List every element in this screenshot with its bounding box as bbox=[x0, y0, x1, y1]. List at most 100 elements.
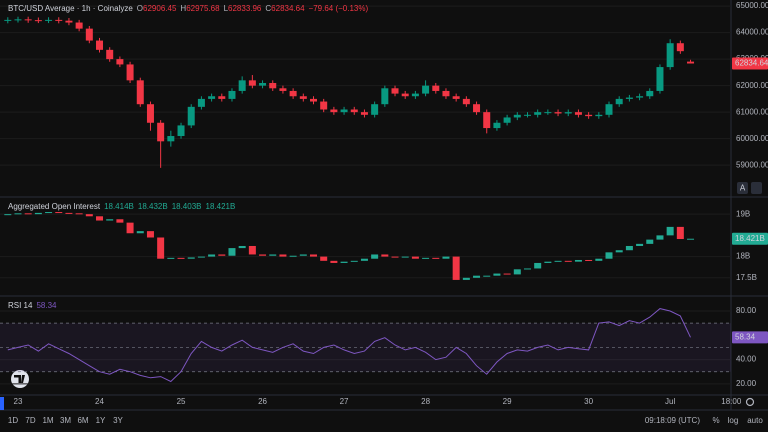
y-tick-label: 59000.00 bbox=[736, 160, 768, 169]
candle-body bbox=[350, 109, 358, 113]
scale-option[interactable]: auto bbox=[747, 416, 763, 425]
candle-body bbox=[574, 112, 582, 115]
candle-body bbox=[462, 98, 470, 105]
y-tick-label: 62000.00 bbox=[736, 81, 768, 90]
candle-body bbox=[65, 20, 73, 23]
rsi-line bbox=[7, 308, 691, 383]
candle-body bbox=[248, 80, 256, 86]
candle-body bbox=[330, 260, 338, 263]
candle-body bbox=[452, 256, 460, 280]
candle-body bbox=[585, 114, 593, 117]
candle-body bbox=[259, 254, 267, 256]
y-tick-label: 80.00 bbox=[736, 306, 757, 315]
pane-header: Aggregated Open Interest 18.414B 18.432B 18… bbox=[8, 202, 235, 211]
candle-body bbox=[136, 231, 144, 234]
scale-option[interactable]: % bbox=[712, 416, 719, 425]
oi-value: 18.414B bbox=[104, 202, 134, 211]
candle-body bbox=[381, 254, 389, 257]
candle-body bbox=[605, 252, 613, 259]
range-button[interactable]: 1D bbox=[8, 416, 18, 425]
x-tick-label: 24 bbox=[95, 397, 104, 406]
candle-body bbox=[564, 112, 572, 114]
x-tick-label: 27 bbox=[340, 397, 349, 406]
candle-body bbox=[55, 212, 63, 214]
candle-body bbox=[116, 219, 124, 223]
candle-body bbox=[4, 19, 12, 21]
candle-body bbox=[187, 106, 195, 126]
candle-body bbox=[605, 104, 613, 115]
ohlc-value: 62834.64 bbox=[271, 4, 305, 13]
ohlc-value: 62975.68 bbox=[186, 4, 220, 13]
candle-body bbox=[269, 254, 277, 256]
candle-body bbox=[411, 93, 419, 97]
candle-body bbox=[422, 85, 430, 94]
scale-option[interactable]: log bbox=[728, 416, 739, 425]
candle-body bbox=[340, 261, 348, 263]
candle-body bbox=[187, 257, 195, 259]
candle-body bbox=[687, 61, 695, 64]
candle-body bbox=[157, 122, 165, 142]
y-tick-label: 61000.00 bbox=[736, 107, 768, 116]
last-value-label: 58.34 bbox=[735, 332, 756, 341]
x-tick-label: 18:00 bbox=[721, 397, 742, 406]
candle-body bbox=[676, 43, 684, 52]
candle-body bbox=[320, 101, 328, 110]
candle-body bbox=[55, 19, 63, 21]
candle-body bbox=[401, 256, 409, 258]
pane-title: BTC/USD Average · 1h · Coinalyze bbox=[8, 4, 133, 13]
candle-body bbox=[554, 260, 562, 262]
last-value-tag bbox=[732, 57, 768, 70]
range-button[interactable]: 1Y bbox=[96, 416, 106, 425]
candle-body bbox=[299, 254, 307, 256]
candle-body bbox=[75, 213, 83, 215]
rsi-value: 58.34 bbox=[36, 301, 57, 310]
range-button[interactable]: 6M bbox=[77, 416, 88, 425]
range-button[interactable]: 1M bbox=[42, 416, 53, 425]
candle-body bbox=[574, 259, 582, 262]
pane-title: Aggregated Open Interest bbox=[8, 202, 101, 211]
candle-body bbox=[493, 273, 501, 276]
candle-body bbox=[636, 96, 644, 98]
pane-header: RSI 14 58.34 bbox=[8, 301, 57, 310]
candle-body bbox=[146, 104, 154, 123]
candle-body bbox=[177, 257, 185, 259]
candle-body bbox=[34, 212, 42, 215]
ohlc-label: O bbox=[137, 4, 143, 13]
candle-body bbox=[85, 214, 93, 217]
candle-body bbox=[4, 214, 12, 216]
candle-body bbox=[585, 259, 593, 261]
candle-body bbox=[146, 231, 154, 238]
candle-body bbox=[238, 245, 246, 249]
candle-body bbox=[544, 261, 552, 263]
clock: 09:18:09 (UTC) bbox=[645, 416, 700, 425]
x-tick-label: 26 bbox=[258, 397, 267, 406]
candle-body bbox=[45, 19, 53, 21]
candle-body bbox=[208, 96, 216, 99]
chart-settings-button[interactable] bbox=[751, 182, 762, 194]
pane-title: RSI 14 bbox=[8, 301, 33, 310]
last-value-label: 62834.64 bbox=[735, 59, 768, 68]
range-button[interactable]: 3Y bbox=[113, 416, 123, 425]
candle-body bbox=[96, 40, 104, 50]
candle-body bbox=[96, 216, 104, 221]
candle-body bbox=[646, 239, 654, 244]
scale-mode-label[interactable]: A bbox=[740, 184, 746, 193]
candle-body bbox=[544, 112, 552, 114]
candle-body bbox=[106, 219, 114, 221]
candle-body bbox=[360, 112, 368, 115]
candle-body bbox=[483, 275, 491, 277]
range-button[interactable]: 7D bbox=[25, 416, 35, 425]
scroll-marker[interactable] bbox=[0, 397, 4, 410]
candle-body bbox=[432, 257, 440, 259]
ohlc-label: H bbox=[180, 4, 186, 13]
range-button[interactable]: 3M bbox=[60, 416, 71, 425]
candle-body bbox=[299, 96, 307, 99]
ohlc-label: L bbox=[224, 4, 229, 13]
scale-mode-button[interactable] bbox=[737, 182, 748, 194]
candle-body bbox=[167, 136, 175, 142]
candle-body bbox=[289, 255, 297, 257]
candle-body bbox=[687, 238, 695, 240]
settings-icon[interactable] bbox=[745, 397, 755, 407]
y-tick-label: 20.00 bbox=[736, 379, 757, 388]
